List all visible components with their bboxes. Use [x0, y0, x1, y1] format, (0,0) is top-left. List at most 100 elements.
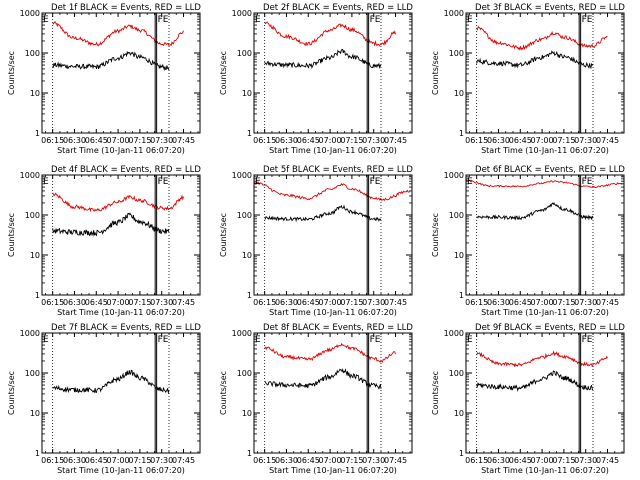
plot-frame: [41, 12, 201, 134]
y-tick-label: 10: [30, 89, 40, 98]
events-series-line: [52, 369, 170, 395]
x-tick-label: 07:00: [319, 136, 342, 145]
y-tick-label: 1000: [20, 329, 40, 338]
x-tick-label: 06:45: [85, 456, 108, 465]
x-tick-label: 07:45: [384, 136, 407, 145]
lld-series-line: [476, 350, 608, 368]
y-tick-label: 1: [35, 291, 40, 300]
x-axis-label: Start Time (10-Jan-11 06:07:20): [269, 308, 397, 317]
x-tick-label: 07:45: [596, 456, 619, 465]
y-tick-label: 10: [242, 409, 252, 418]
x-tick-label: 07:15: [128, 136, 151, 145]
lld-series-line: [264, 21, 396, 47]
marker-label-e: E: [43, 335, 49, 345]
y-tick-label: 100: [25, 369, 40, 378]
y-tick-label: 1000: [232, 171, 252, 180]
plot-frame: [253, 12, 413, 134]
marker-label-fe: FE: [370, 335, 381, 345]
y-tick-label: 1: [459, 291, 464, 300]
y-tick-label: 10: [30, 251, 40, 260]
x-tick-label: 06:45: [85, 298, 108, 307]
plot-frame: [465, 332, 625, 454]
x-tick-label: 07:15: [340, 456, 363, 465]
events-series-line: [476, 202, 594, 221]
y-tick-label: 1000: [232, 9, 252, 18]
y-tick-label: 1: [459, 129, 464, 138]
x-tick-label: 07:30: [362, 456, 385, 465]
marker-label-e: E: [255, 15, 261, 25]
y-tick-label: 1000: [444, 329, 464, 338]
marker-label-fe: FE: [158, 177, 169, 187]
x-tick-label: 06:15: [465, 298, 488, 307]
panel-title: Det 9f BLACK = Events, RED = LLD: [475, 323, 625, 333]
x-tick-label: 07:45: [172, 298, 195, 307]
y-axis-label: Counts/sec: [431, 51, 440, 95]
y-axis-label: Counts/sec: [431, 371, 440, 415]
x-tick-label: 06:30: [63, 136, 86, 145]
x-tick-label: 07:45: [596, 298, 619, 307]
marker-label-fe: FE: [582, 177, 593, 187]
lld-series-line: [476, 25, 608, 51]
plot-frame: [253, 174, 413, 296]
x-tick-label: 06:15: [465, 456, 488, 465]
marker-label-fe: FE: [582, 335, 593, 345]
x-tick-label: 07:00: [107, 298, 130, 307]
marker-label-fe: FE: [158, 335, 169, 345]
x-tick-label: 06:30: [487, 298, 510, 307]
x-tick-label: 07:45: [172, 456, 195, 465]
x-tick-label: 06:30: [275, 456, 298, 465]
y-tick-label: 1: [247, 291, 252, 300]
lld-series-line: [52, 192, 184, 213]
plot-frame: [41, 332, 201, 454]
marker-label-fe: FE: [370, 177, 381, 187]
y-tick-label: 100: [449, 49, 464, 58]
x-tick-label: 06:15: [253, 136, 276, 145]
y-axis-label: Counts/sec: [219, 213, 228, 257]
x-tick-label: 06:30: [487, 456, 510, 465]
x-tick-label: 07:00: [319, 298, 342, 307]
lld-series-line: [52, 20, 184, 47]
x-axis-label: Start Time (10-Jan-11 06:07:20): [57, 308, 185, 317]
x-tick-label: 06:45: [297, 298, 320, 307]
y-tick-label: 1: [247, 449, 252, 458]
y-axis-label: Counts/sec: [7, 51, 16, 95]
panel-title: Det 8f BLACK = Events, RED = LLD: [263, 323, 413, 333]
y-axis-label: Counts/sec: [431, 213, 440, 257]
x-tick-label: 07:00: [107, 456, 130, 465]
x-tick-label: 06:45: [297, 456, 320, 465]
x-tick-label: 06:30: [275, 298, 298, 307]
y-tick-label: 1: [459, 449, 464, 458]
x-tick-label: 06:45: [509, 298, 532, 307]
x-tick-label: 07:00: [319, 456, 342, 465]
y-tick-label: 1000: [444, 171, 464, 180]
plot-frame: [253, 332, 413, 454]
lld-series-line: [254, 181, 411, 202]
x-tick-label: 07:30: [574, 136, 597, 145]
panel-title: Det 1f BLACK = Events, RED = LLD: [51, 3, 201, 13]
y-tick-label: 1000: [20, 171, 40, 180]
x-tick-label: 07:45: [172, 136, 195, 145]
x-tick-label: 06:30: [63, 298, 86, 307]
y-tick-label: 1: [35, 129, 40, 138]
x-tick-label: 06:15: [41, 456, 64, 465]
marker-label-e: E: [467, 177, 473, 187]
x-axis-label: Start Time (10-Jan-11 06:07:20): [57, 466, 185, 475]
y-tick-label: 100: [237, 49, 252, 58]
x-tick-label: 07:45: [384, 456, 407, 465]
x-tick-label: 07:30: [574, 456, 597, 465]
x-tick-label: 06:15: [41, 298, 64, 307]
lld-series-line: [466, 179, 623, 189]
x-tick-label: 07:00: [531, 136, 554, 145]
y-tick-label: 100: [449, 211, 464, 220]
marker-label-e: E: [467, 335, 473, 345]
x-tick-label: 07:15: [340, 136, 363, 145]
y-axis-label: Counts/sec: [219, 51, 228, 95]
x-tick-label: 06:15: [41, 136, 64, 145]
x-tick-label: 06:45: [509, 456, 532, 465]
lld-series-line: [264, 342, 396, 363]
x-axis-label: Start Time (10-Jan-11 06:07:20): [269, 466, 397, 475]
panel-title: Det 7f BLACK = Events, RED = LLD: [51, 323, 201, 333]
